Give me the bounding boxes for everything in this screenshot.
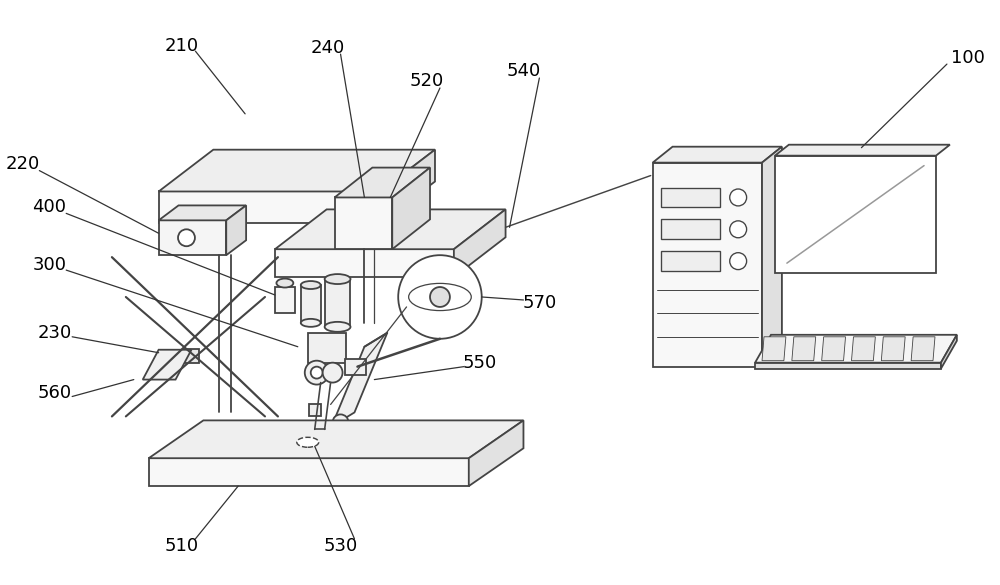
Bar bbox=[275, 287, 295, 313]
Text: 220: 220 bbox=[5, 154, 40, 173]
Circle shape bbox=[333, 414, 349, 431]
Bar bbox=[301, 285, 321, 323]
Polygon shape bbox=[653, 163, 762, 367]
Bar bbox=[308, 333, 346, 363]
Polygon shape bbox=[775, 144, 950, 156]
Polygon shape bbox=[335, 167, 430, 198]
Polygon shape bbox=[851, 337, 875, 361]
Text: 240: 240 bbox=[311, 39, 345, 57]
Polygon shape bbox=[454, 209, 506, 277]
Text: 230: 230 bbox=[37, 324, 71, 342]
Polygon shape bbox=[792, 337, 816, 361]
Polygon shape bbox=[881, 337, 905, 361]
Circle shape bbox=[323, 363, 343, 383]
Polygon shape bbox=[380, 150, 435, 223]
Text: 550: 550 bbox=[463, 354, 497, 371]
Polygon shape bbox=[159, 191, 380, 223]
Circle shape bbox=[730, 189, 747, 206]
Ellipse shape bbox=[325, 274, 350, 284]
Polygon shape bbox=[762, 337, 786, 361]
Text: 400: 400 bbox=[32, 198, 66, 216]
Bar bbox=[325, 279, 350, 327]
Polygon shape bbox=[159, 150, 435, 191]
Polygon shape bbox=[392, 167, 430, 249]
Circle shape bbox=[730, 221, 747, 238]
Polygon shape bbox=[911, 337, 935, 361]
Text: 520: 520 bbox=[410, 72, 444, 90]
Text: 570: 570 bbox=[522, 294, 556, 312]
Polygon shape bbox=[143, 350, 191, 380]
Circle shape bbox=[305, 361, 329, 384]
Text: 530: 530 bbox=[323, 537, 358, 555]
Text: 560: 560 bbox=[37, 384, 71, 401]
Polygon shape bbox=[149, 421, 523, 458]
Polygon shape bbox=[159, 205, 246, 221]
Bar bbox=[661, 219, 720, 239]
Polygon shape bbox=[775, 156, 936, 273]
Polygon shape bbox=[755, 335, 957, 363]
Polygon shape bbox=[822, 337, 846, 361]
Circle shape bbox=[311, 367, 323, 378]
Bar bbox=[309, 404, 321, 417]
Text: 100: 100 bbox=[951, 49, 985, 67]
Text: 300: 300 bbox=[32, 256, 66, 274]
Bar bbox=[661, 251, 720, 271]
Circle shape bbox=[730, 253, 747, 270]
Polygon shape bbox=[469, 421, 523, 486]
Polygon shape bbox=[335, 198, 392, 249]
Circle shape bbox=[178, 229, 195, 246]
Polygon shape bbox=[159, 221, 226, 255]
Circle shape bbox=[398, 255, 482, 339]
Bar bbox=[185, 349, 199, 363]
Bar bbox=[661, 188, 720, 208]
Text: 540: 540 bbox=[506, 62, 541, 80]
Circle shape bbox=[430, 287, 450, 307]
Polygon shape bbox=[226, 205, 246, 255]
Polygon shape bbox=[755, 363, 941, 369]
Ellipse shape bbox=[301, 281, 321, 289]
Polygon shape bbox=[653, 147, 782, 163]
Ellipse shape bbox=[297, 438, 319, 448]
Polygon shape bbox=[149, 458, 469, 486]
Polygon shape bbox=[941, 335, 957, 369]
Polygon shape bbox=[275, 249, 454, 277]
Text: 210: 210 bbox=[164, 37, 199, 55]
Ellipse shape bbox=[301, 319, 321, 327]
Ellipse shape bbox=[276, 278, 293, 287]
Polygon shape bbox=[762, 147, 782, 367]
Ellipse shape bbox=[325, 322, 350, 332]
Polygon shape bbox=[332, 333, 387, 426]
Text: 510: 510 bbox=[164, 537, 199, 555]
Bar bbox=[345, 359, 366, 374]
Polygon shape bbox=[275, 209, 506, 249]
